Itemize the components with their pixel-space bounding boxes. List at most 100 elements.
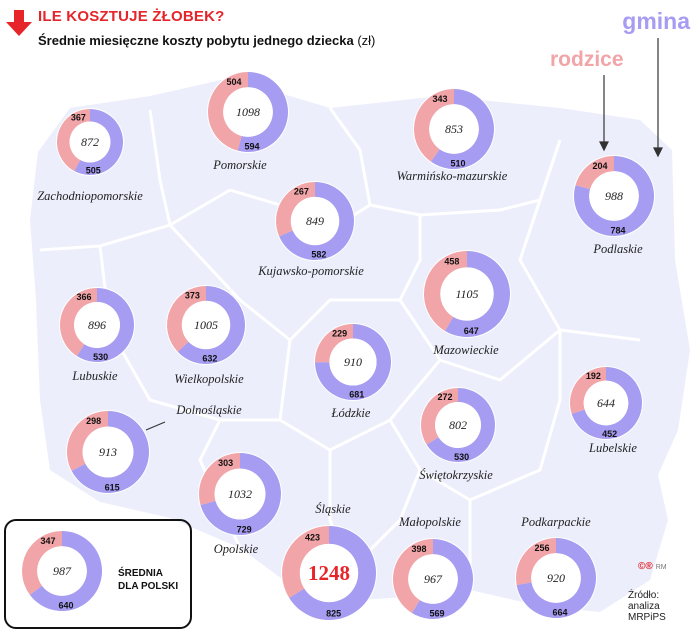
slaskie-gmina-label: 825: [326, 608, 341, 618]
warminsko-mazurskie-donut: 853 343 510: [413, 88, 495, 170]
pomorskie-rodzice-slice: [208, 72, 248, 151]
malopolskie-rodzice-slice: [393, 539, 433, 613]
national-average-total-label: 987: [53, 564, 72, 578]
podkarpackie-donut: 920 256 664: [515, 537, 597, 619]
lubelskie-gmina-label: 452: [602, 429, 617, 439]
slaskie-rodzice-label: 423: [305, 532, 320, 542]
opolskie-region-label: Opolskie: [214, 542, 259, 556]
slaskie-total-label: 1248: [308, 561, 350, 585]
lubuskie-total-label: 896: [88, 318, 106, 332]
wielkopolskie-region-label: Wielkopolskie: [174, 372, 244, 386]
slaskie-region-label: Śląskie: [315, 502, 351, 516]
national-average-rodzice-slice: [21, 531, 63, 595]
mazowieckie-region-label: Mazowieckie: [432, 343, 499, 357]
mazowieckie-gmina-label: 647: [464, 326, 479, 336]
legend-arrows: [599, 38, 663, 158]
zachodniopomorskie-rodzice-label: 367: [71, 112, 86, 122]
swietokrzyskie-total-label: 802: [449, 418, 467, 432]
podkarpackie-region-label: Podkarpackie: [520, 515, 591, 529]
opolskie-donut: 1032 303 729: [198, 452, 282, 536]
opolskie-rodzice-label: 303: [218, 458, 233, 468]
national-average-label: ŚREDNIA DLA POLSKI: [118, 568, 179, 592]
pomorskie-gmina-label: 594: [244, 141, 259, 151]
warminsko-mazurskie-rodzice-label: 343: [432, 94, 447, 104]
lubelskie-rodzice-label: 192: [586, 371, 601, 381]
podlaskie-gmina-label: 784: [610, 225, 625, 235]
dolnoslaskie-gmina-slice: [71, 411, 150, 493]
lubelskie-gmina-slice: [571, 367, 642, 439]
page-subtitle: Średnie miesięczne koszty pobytu jednego…: [38, 33, 376, 48]
malopolskie-region-label: Małopolskie: [398, 515, 461, 529]
mazowieckie-rodzice-slice: [423, 251, 467, 331]
swietokrzyskie-gmina-slice: [426, 388, 496, 462]
national-average-box: [4, 519, 192, 629]
wielkopolskie-gmina-slice: [177, 286, 245, 365]
national-average-donut: 987 347 640: [21, 530, 103, 612]
warminsko-mazurskie-gmina-slice: [430, 89, 495, 169]
malopolskie-gmina-slice: [411, 539, 474, 619]
lubelskie-region-label: Lubelskie: [588, 441, 637, 455]
lubuskie-rodzice-label: 366: [77, 292, 92, 302]
dolnoslaskie-donut: 913 298 615: [66, 410, 150, 494]
lubuskie-rodzice-slice: [59, 288, 97, 357]
legend-gmina: gmina: [622, 8, 690, 34]
kujawsko-pomorskie-total-label: 849: [306, 214, 324, 228]
slaskie-gmina-slice: [289, 526, 376, 620]
opolskie-rodzice-slice: [199, 453, 240, 506]
mazowieckie-rodzice-label: 458: [444, 256, 459, 266]
lubelskie-total-label: 644: [597, 396, 615, 410]
podkarpackie-total-label: 920: [547, 571, 565, 585]
lodzkie-rodzice-slice: [315, 324, 353, 363]
zachodniopomorskie-region-label: Zachodniopomorskie: [37, 189, 143, 203]
dolnoslaskie-total-label: 913: [99, 445, 117, 459]
malopolskie-rodzice-label: 398: [411, 544, 426, 554]
podlaskie-total-label: 988: [605, 189, 623, 203]
lubuskie-donut: 896 366 530: [59, 287, 135, 363]
lodzkie-rodzice-label: 229: [332, 328, 347, 338]
lubuskie-region-label: Lubuskie: [71, 369, 118, 383]
malopolskie-gmina-label: 569: [429, 608, 444, 618]
pomorskie-gmina-slice: [237, 72, 288, 152]
kujawsko-pomorskie-donut: 849 267 582: [275, 181, 355, 261]
wielkopolskie-rodzice-slice: [166, 286, 206, 352]
lubelskie-donut: 644 192 452: [569, 366, 643, 440]
donut-layer: 872 367 505 Zachodniopomorskie 1098 504 594 Pom…: [21, 71, 655, 621]
pomorskie-total-label: 1098: [236, 105, 260, 119]
dolnoslaskie-rodzice-slice: [66, 410, 108, 471]
zachodniopomorskie-total-label: 872: [81, 135, 99, 149]
wielkopolskie-gmina-label: 632: [202, 354, 217, 364]
podlaskie-rodzice-slice: [575, 156, 614, 190]
podkarpackie-gmina-label: 664: [552, 607, 567, 617]
zachodniopomorskie-rodzice-slice: [57, 109, 90, 172]
lodzkie-region-label: Łódzkie: [331, 406, 371, 420]
podlaskie-region-label: Podlaskie: [592, 242, 643, 256]
kujawsko-pomorskie-region-label: Kujawsko-pomorskie: [257, 264, 364, 278]
legend-rodzice: rodzice: [550, 48, 624, 71]
kujawsko-pomorskie-gmina-label: 582: [311, 250, 326, 260]
pomorskie-region-label: Pomorskie: [212, 158, 267, 172]
podkarpackie-gmina-slice: [516, 538, 596, 618]
lubuskie-gmina-slice: [76, 288, 135, 363]
swietokrzyskie-rodzice-label: 272: [438, 392, 453, 402]
zachodniopomorskie-gmina-slice: [74, 109, 123, 175]
wielkopolskie-donut: 1005 373 632: [166, 285, 246, 365]
warminsko-mazurskie-rodzice-slice: [414, 89, 454, 162]
warminsko-mazurskie-region-label: Warmińsko-mazurskie: [397, 169, 508, 183]
lubuskie-gmina-label: 530: [93, 352, 108, 362]
wielkopolskie-total-label: 1005: [194, 318, 218, 332]
mazowieckie-total-label: 1105: [455, 287, 478, 301]
lodzkie-gmina-slice: [315, 324, 392, 400]
zachodniopomorskie-donut: 872 367 505: [56, 108, 124, 176]
podkarpackie-rodzice-label: 256: [534, 543, 549, 553]
zachodniopomorskie-gmina-label: 505: [86, 165, 101, 175]
mazowieckie-gmina-slice: [444, 251, 510, 338]
kujawsko-pomorskie-rodzice-label: 267: [294, 187, 309, 197]
podlaskie-donut: 988 204 784: [573, 155, 655, 237]
national-average-gmina-slice: [29, 531, 103, 612]
malopolskie-donut: 967 398 569: [392, 538, 474, 620]
lodzkie-donut: 910 229 681: [314, 323, 392, 401]
pomorskie-rodzice-label: 504: [226, 77, 241, 87]
swietokrzyskie-donut: 802 272 530: [420, 387, 496, 463]
national-average-gmina-label: 640: [58, 600, 73, 610]
page-title: ILE KOSZTUJE ŻŁOBEK?: [38, 8, 225, 25]
